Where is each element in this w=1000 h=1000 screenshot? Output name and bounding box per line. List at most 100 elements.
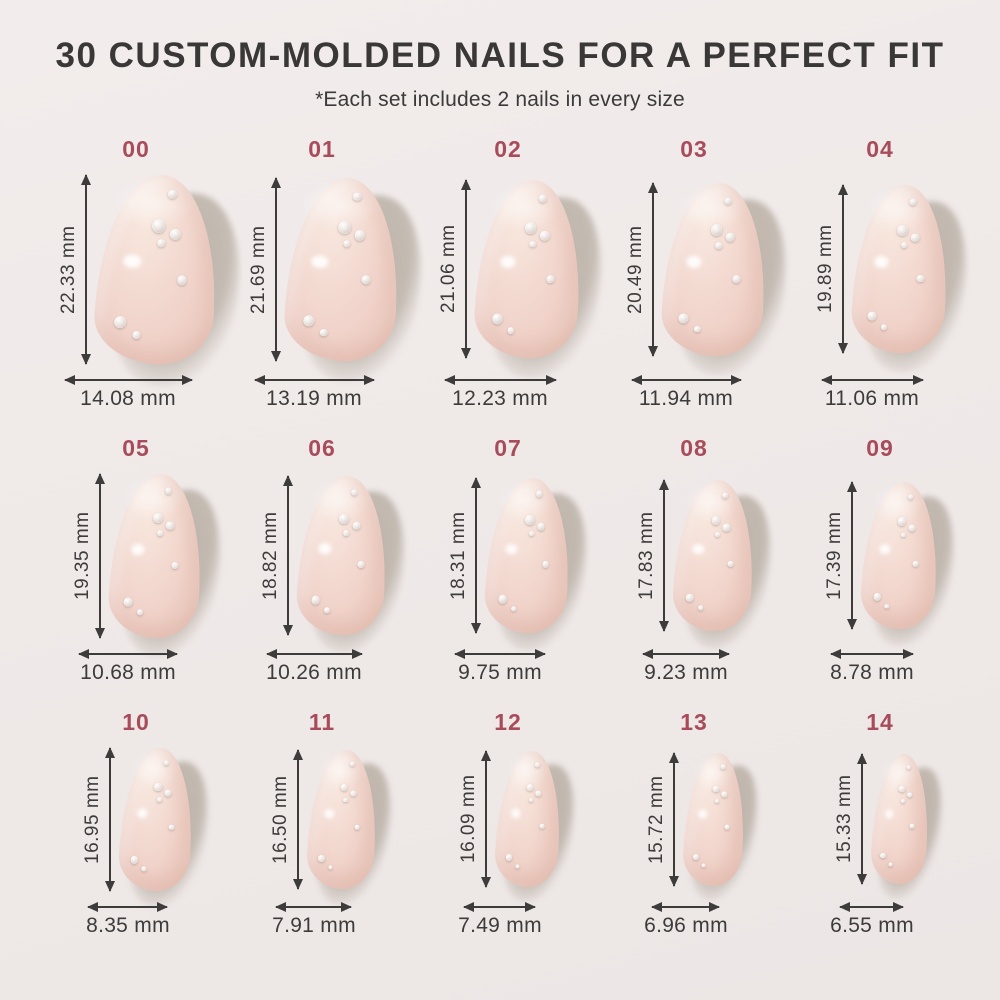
vertical-dimension-arrow-icon (668, 751, 679, 887)
horizontal-dimension-arrow-icon (463, 902, 537, 912)
width-dimension-label: 14.08 mm (80, 387, 176, 410)
rhinestone-icon (525, 783, 534, 792)
size-row: 10 16.95 mm 8.35 mm 11 16.50 mm (0, 711, 1000, 938)
nail-wrap (859, 480, 970, 655)
glare-highlight (692, 543, 705, 555)
size-number: 12 (494, 709, 522, 735)
rhinestone-icon (337, 220, 351, 234)
rhinestone-icon (712, 784, 720, 793)
width-dimension-label: 6.55 mm (830, 914, 914, 937)
width-dimension-label: 8.35 mm (86, 914, 170, 937)
sheen-highlight (691, 754, 734, 791)
rhinestone-icon (542, 560, 550, 568)
size-grid: 00 22.33 mm 14.08 mm 01 21.69 mm (0, 138, 1000, 938)
rhinestone-icon (338, 513, 350, 525)
vertical-dimension-arrow-icon (480, 750, 491, 888)
height-dimension-label: 17.39 mm (824, 511, 845, 600)
glare-highlight (505, 543, 518, 555)
size-number: 14 (866, 709, 894, 735)
vertical-dimension-arrow-icon (282, 475, 293, 636)
rhinestone-icon (538, 823, 545, 830)
width-dimension-label: 10.68 mm (80, 661, 176, 684)
vertical-dimension-arrow-icon (856, 753, 867, 885)
measure-group: 15.72 mm (645, 751, 772, 908)
page-title: 30 CUSTOM-MOLDED NAILS FOR A PERFECT FIT (55, 36, 945, 75)
glare-highlight (310, 254, 329, 269)
rhinestone-icon (714, 241, 722, 249)
width-measure: 12.23 mm (443, 375, 557, 411)
vertical-dimension-arrow-icon (270, 176, 281, 362)
size-number: 02 (494, 136, 522, 162)
height-dimension-label: 22.33 mm (57, 224, 79, 314)
nail-wrap (659, 179, 805, 388)
horizontal-dimension-arrow-icon (63, 375, 193, 385)
nail-wrap (294, 473, 422, 664)
size-cell: 11 16.50 mm 7.91 mm (232, 711, 412, 938)
height-dimension-label: 15.72 mm (645, 774, 667, 864)
rhinestone-icon (909, 823, 915, 829)
rhinestone-icon (342, 239, 351, 248)
glare-highlight (873, 255, 889, 269)
size-number: 10 (122, 709, 150, 735)
width-measure: 9.75 mm (454, 649, 546, 685)
sheen-highlight (316, 750, 365, 790)
vertical-dimension-arrow-icon (837, 184, 848, 354)
rhinestone-icon (723, 196, 732, 205)
width-dimension-label: 11.94 mm (638, 387, 734, 410)
rhinestone-icon (900, 242, 908, 249)
measure-group: 22.33 mm (57, 171, 262, 400)
rhinestone-icon (523, 221, 537, 235)
rhinestone-icon (685, 593, 694, 603)
size-cell: 01 21.69 mm 13.19 mm (232, 138, 442, 411)
rhinestone-icon (906, 791, 912, 798)
horizontal-dimension-arrow-icon (829, 649, 914, 659)
rhinestone-icon (491, 313, 502, 325)
vertical-dimension-arrow-icon (104, 746, 115, 892)
rhinestone-icon (900, 798, 905, 804)
rhinestone-icon (498, 594, 508, 604)
rhinestone-icon (319, 328, 327, 336)
size-cell: 09 17.39 mm 8.78 mm (790, 437, 970, 685)
measure-group: 15.33 mm (833, 752, 955, 906)
height-dimension-label: 20.49 mm (624, 224, 646, 314)
size-number: 03 (680, 136, 708, 162)
size-number: 06 (308, 435, 336, 461)
width-measure: 6.55 mm (830, 902, 914, 938)
rhinestone-icon (724, 231, 735, 242)
rhinestone-icon (724, 823, 730, 829)
rhinestone-icon (714, 798, 719, 803)
rhinestone-icon (327, 864, 333, 870)
rhinestone-icon (884, 603, 890, 609)
rhinestone-icon (873, 593, 881, 601)
rhinestone-icon (317, 854, 325, 862)
rhinestone-icon (339, 783, 348, 792)
horizontal-dimension-arrow-icon (265, 649, 363, 659)
width-measure: 11.06 mm (820, 375, 924, 411)
glare-highlight (122, 254, 142, 269)
size-cell: 00 22.33 mm 14.08 mm (46, 138, 262, 411)
rhinestone-icon (677, 312, 689, 323)
measure-group: 19.35 mm (71, 471, 239, 668)
nail-wrap (680, 751, 772, 908)
rhinestone-icon (537, 194, 547, 203)
glare-highlight (136, 807, 148, 819)
measure-group: 16.95 mm (81, 745, 223, 916)
vertical-dimension-arrow-icon (460, 179, 471, 359)
rhinestone-icon (151, 218, 166, 233)
measure-group: 21.06 mm (437, 177, 621, 391)
vertical-dimension-arrow-icon (659, 479, 669, 632)
measure-group: 21.69 mm (247, 174, 442, 395)
rhinestone-icon (130, 855, 138, 864)
width-dimension-label: 7.91 mm (272, 914, 356, 937)
rhinestone-icon (156, 796, 162, 802)
measure-group: 20.49 mm (624, 179, 805, 388)
horizontal-dimension-arrow-icon (78, 649, 178, 659)
rhinestone-icon (171, 560, 180, 569)
horizontal-dimension-arrow-icon (443, 375, 557, 385)
nail-wrap (483, 475, 604, 661)
size-number: 07 (494, 435, 522, 461)
rhinestone-icon (524, 514, 535, 525)
width-measure: 8.78 mm (829, 649, 914, 685)
size-cell: 06 18.82 mm 10.26 mm (232, 435, 422, 685)
rhinestone-icon (141, 866, 146, 871)
